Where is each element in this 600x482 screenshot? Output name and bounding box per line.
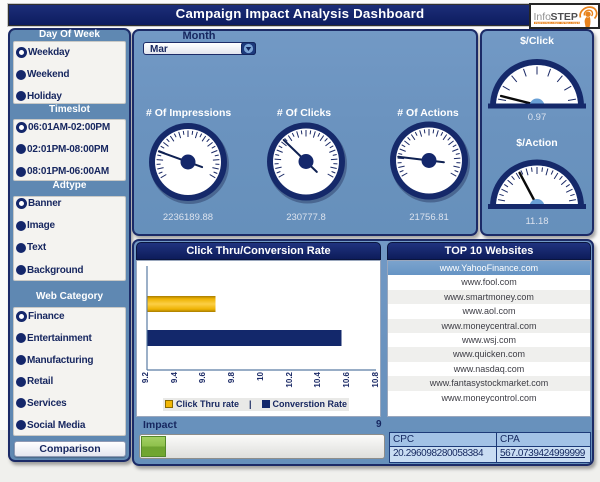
svg-text:Info: Info xyxy=(534,11,552,23)
svg-text:PERSONALIZED INTELLIGENCE: PERSONALIZED INTELLIGENCE xyxy=(535,21,585,25)
svg-text:STEP: STEP xyxy=(551,11,578,23)
